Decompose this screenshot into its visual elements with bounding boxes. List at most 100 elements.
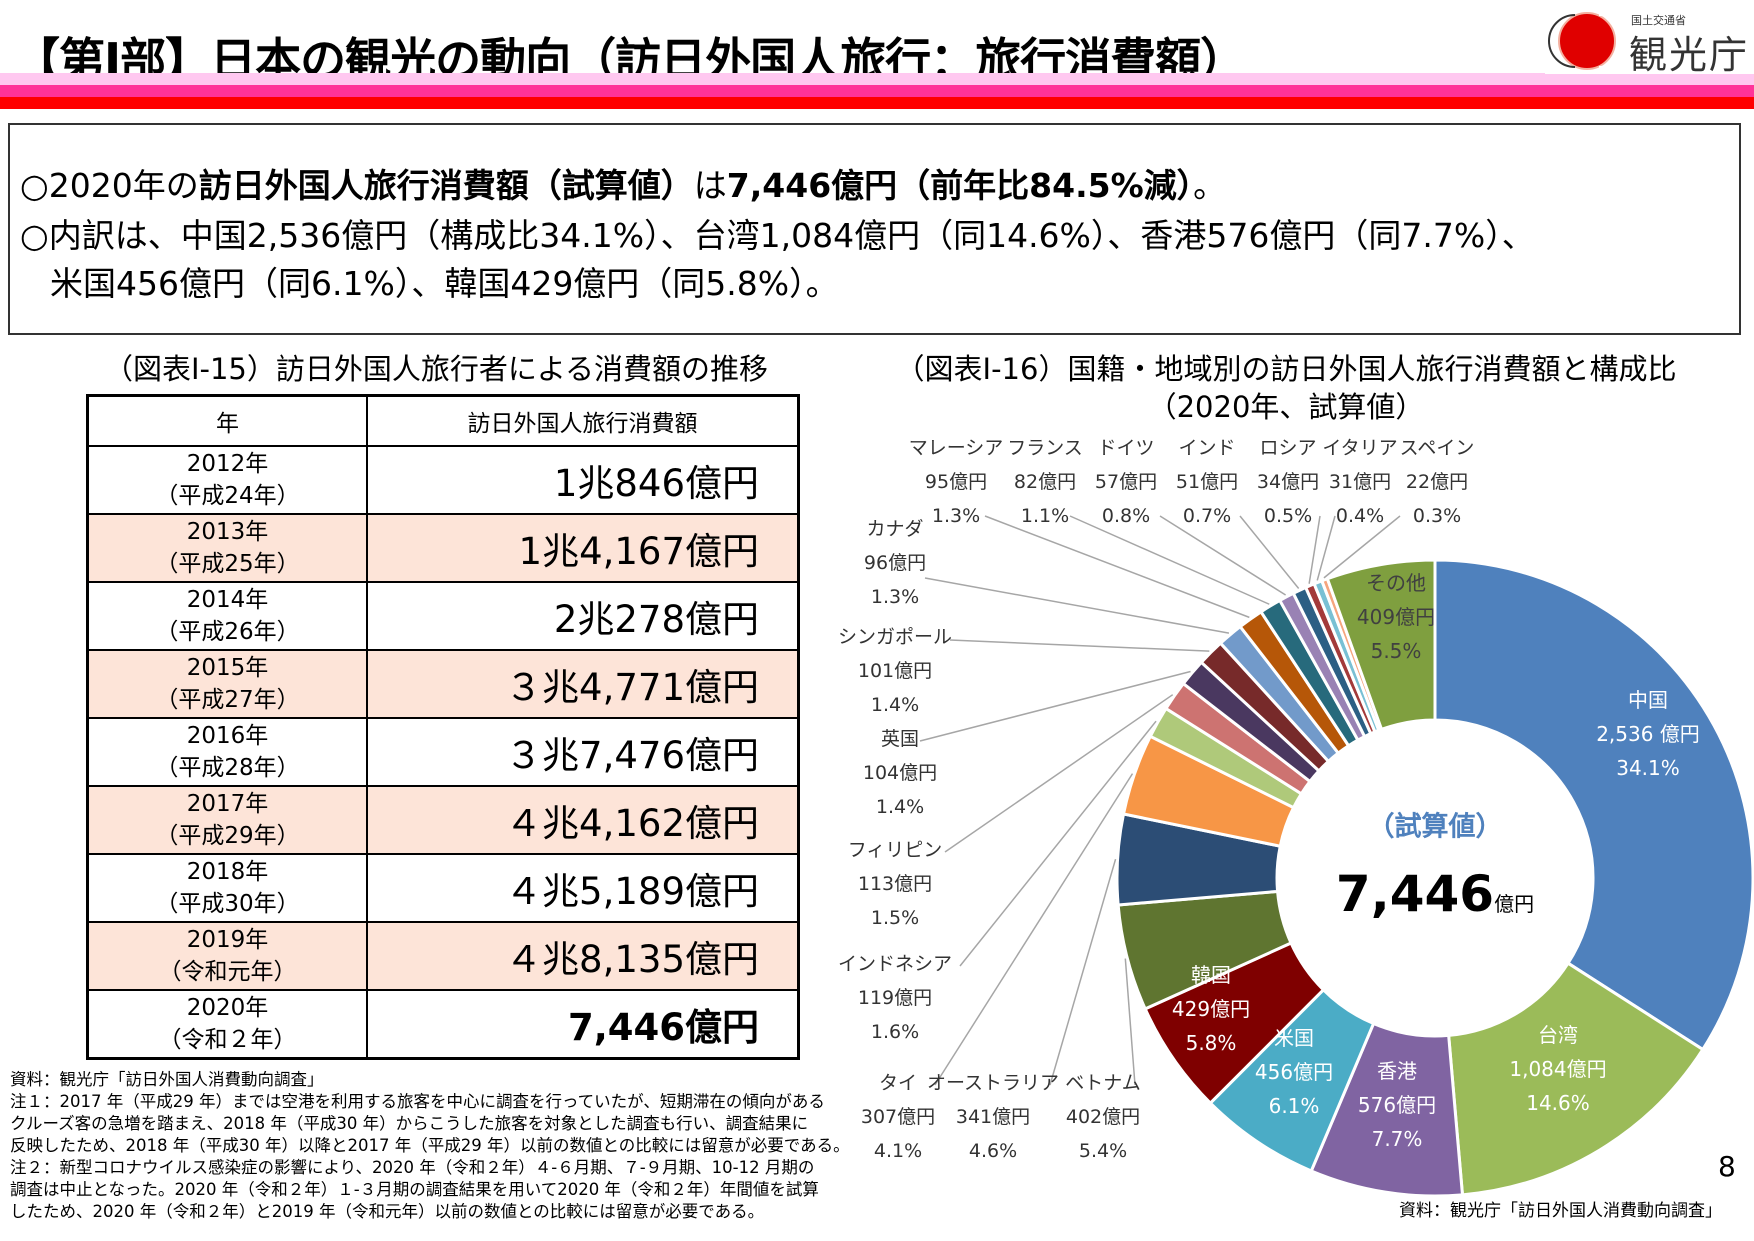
era: （平成24年）	[155, 483, 300, 509]
leader-line	[1159, 515, 1287, 596]
summary-text: は	[693, 166, 727, 205]
spending-cell: 2兆278億円	[366, 581, 800, 651]
slice-label: イタリア 31億円 0.4%	[1322, 431, 1397, 533]
slice-percent: 7.7%	[1371, 1127, 1423, 1151]
year: 2020年	[186, 995, 269, 1021]
slice-label: フランス 82億円 1.1%	[1007, 431, 1083, 533]
slice-name: 台湾	[1537, 1023, 1578, 1047]
logo-text: 観光庁	[1629, 33, 1750, 77]
leader-line	[944, 694, 1174, 853]
slice-name: ロシア	[1259, 437, 1317, 459]
leader-line	[934, 773, 1134, 1086]
slice-name: その他	[1366, 571, 1426, 595]
footnote: 注２：新型コロナウイルス感染症の影響により、2020 年（令和２年）４-６月期、…	[10, 1158, 815, 1177]
agency-logo: 国土交通省 観光庁	[1545, 8, 1754, 77]
logo-subtext: 国土交通省	[1631, 14, 1686, 27]
header-band-red	[0, 97, 1754, 109]
era: （平成28年）	[155, 755, 300, 781]
slice-percent: 4.1%	[873, 1140, 923, 1162]
year-cell: 2017年 （平成29年）	[86, 785, 368, 855]
slice-amount: 113億円	[857, 873, 933, 895]
leader-line	[924, 577, 1230, 634]
slice-amount: 2,536 億円	[1596, 722, 1700, 746]
slice-label: 英国 104億円 1.4%	[863, 722, 937, 824]
year: 2012年	[186, 451, 269, 477]
slice-label: ドイツ 57億円 0.8%	[1095, 431, 1157, 533]
slice-label: フィリピン 113億円 1.5%	[848, 833, 943, 935]
slice-percent: 4.6%	[968, 1140, 1018, 1162]
chart-subtitle: （2020年、試算値）	[1147, 390, 1425, 424]
slice-name: スペイン	[1399, 437, 1475, 459]
slice-name: インドネシア	[837, 953, 953, 975]
leader-line	[1323, 515, 1401, 579]
spending-trend-table: 年 訪日外国人旅行消費額 2012年 （平成24年） 1兆846億円 2013年 （平成…	[86, 394, 800, 1060]
center-value: 7,446	[1335, 865, 1495, 923]
table-source: 資料：観光庁「訪日外国人消費動向調査」	[10, 1070, 324, 1089]
slice-label: その他 409億円 5.5%	[1357, 566, 1435, 668]
slice-label: マレーシア 95億円 1.3%	[909, 431, 1004, 533]
spending-cell: ４兆4,162億円	[366, 785, 800, 855]
slice-amount: 307億円	[860, 1106, 936, 1128]
footnote: 調査は中止となった。2020 年（令和２年）１-３月期の調査結果を用いて2020…	[10, 1180, 819, 1199]
slice-name: 香港	[1377, 1059, 1417, 1083]
summary-box: ○2020年の訪日外国人旅行消費額（試算値）は7,446億円（前年比84.5%減…	[8, 123, 1741, 335]
slice-name: インド	[1178, 437, 1236, 459]
year-cell: 2020年 （令和２年）	[86, 989, 368, 1060]
slice-label: ベトナム 402億円 5.4%	[1065, 1066, 1140, 1168]
leader-line	[919, 670, 1191, 742]
year: 2017年	[186, 791, 269, 817]
slice-percent: 1.3%	[931, 505, 981, 527]
era: （平成26年）	[155, 619, 300, 645]
table-row: 2014年 （平成26年） 2兆278億円	[86, 581, 800, 651]
era: （平成25年）	[155, 551, 300, 577]
spending-cell: 1兆846億円	[366, 445, 800, 515]
slice-amount: 22億円	[1405, 471, 1469, 493]
year: 2015年	[186, 655, 269, 681]
slice-name: イタリア	[1322, 437, 1398, 459]
slice-label: スペイン 22億円 0.3%	[1400, 431, 1475, 533]
summary-line-1: ○2020年の訪日外国人旅行消費額（試算値）は7,446億円（前年比84.5%減…	[20, 159, 1226, 207]
slice-percent: 14.6%	[1526, 1091, 1590, 1115]
year-cell: 2014年 （平成26年）	[86, 581, 368, 651]
table-row: 2013年 （平成25年） 1兆4,167億円	[86, 513, 800, 583]
slice-amount: 82億円	[1013, 471, 1077, 493]
slice-name: 韓国	[1191, 963, 1231, 987]
year-cell: 2012年 （平成24年）	[86, 445, 368, 515]
summary-bold-text: 訪日外国人旅行消費額（試算値）	[198, 166, 694, 205]
table-row: 2017年 （平成29年） ４兆4,162億円	[86, 785, 800, 855]
year: 2018年	[186, 859, 269, 885]
slice-percent: 1.3%	[870, 586, 920, 608]
footnote: したため、2020 年（令和２年）と2019 年（令和元年）以前の数値との比較に…	[10, 1202, 765, 1221]
leader-line	[1316, 515, 1336, 581]
slice-name: 米国	[1274, 1026, 1314, 1050]
slice-label: 中国 2,536 億円 34.1%	[1596, 683, 1700, 785]
donut-slice-1	[1447, 961, 1705, 1197]
year: 2013年	[186, 519, 269, 545]
column-header-spending: 訪日外国人旅行消費額	[366, 394, 800, 447]
slice-percent: 6.1%	[1268, 1094, 1320, 1118]
header-band-pink	[0, 85, 1754, 97]
slice-label: 米国 456億円 6.1%	[1255, 1021, 1333, 1123]
slice-label: オーストラリア 341億円 4.6%	[927, 1066, 1059, 1168]
slice-name: 中国	[1628, 688, 1668, 712]
slice-percent: 0.7%	[1182, 505, 1232, 527]
slice-label: インド 51億円 0.7%	[1176, 431, 1238, 533]
year-cell: 2019年 （令和元年）	[86, 921, 368, 991]
leader-line	[959, 720, 1157, 967]
slice-amount: 119億円	[857, 987, 933, 1009]
chart-title: （図表Ⅰ-16）国籍・地域別の訪日外国人旅行消費額と構成比	[895, 352, 1677, 386]
slice-percent: 5.8%	[1185, 1031, 1237, 1055]
leader-line	[949, 639, 1210, 652]
table-row: 2012年 （平成24年） 1兆846億円	[86, 445, 800, 515]
spending-cell: 7,446億円	[366, 989, 800, 1060]
era: （平成29年）	[155, 823, 300, 849]
slice-percent: 5.4%	[1078, 1140, 1128, 1162]
slice-amount: 96億円	[863, 552, 927, 574]
slice-percent: 0.4%	[1335, 505, 1385, 527]
year: 2016年	[186, 723, 269, 749]
slice-label: シンガポール 101億円 1.4%	[838, 620, 952, 722]
slice-amount: 576億円	[1357, 1093, 1437, 1117]
leader-line	[984, 515, 1250, 619]
slice-percent: 1.5%	[870, 907, 920, 929]
